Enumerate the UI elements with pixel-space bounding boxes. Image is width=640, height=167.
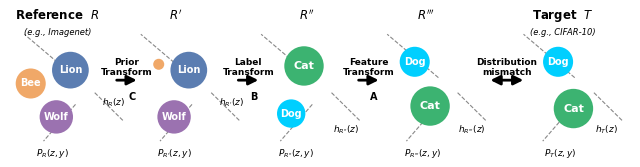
Ellipse shape — [40, 100, 73, 134]
Text: $P_{R}(z, y)$: $P_{R}(z, y)$ — [36, 147, 69, 160]
Text: $h_{R'}(z)$: $h_{R'}(z)$ — [219, 97, 244, 109]
Text: mismatch: mismatch — [482, 68, 532, 77]
Text: $R'$: $R'$ — [170, 8, 182, 23]
Text: Feature: Feature — [349, 58, 388, 67]
Text: Prior: Prior — [115, 58, 139, 67]
Text: $h_{T}(z)$: $h_{T}(z)$ — [595, 123, 618, 136]
Ellipse shape — [16, 68, 45, 99]
Text: Lion: Lion — [59, 65, 82, 75]
Text: $P_{T}(z, y)$: $P_{T}(z, y)$ — [545, 147, 577, 160]
Text: C: C — [128, 92, 136, 102]
Ellipse shape — [157, 100, 191, 134]
Ellipse shape — [277, 99, 305, 128]
Text: Wolf: Wolf — [162, 112, 186, 122]
Text: Label: Label — [235, 58, 262, 67]
Text: Dog: Dog — [404, 57, 426, 67]
Text: $h_{R}(z)$: $h_{R}(z)$ — [102, 97, 125, 109]
Text: (e.g., Imagenet): (e.g., Imagenet) — [24, 28, 92, 37]
Text: B: B — [250, 92, 257, 102]
Text: $P_{R'''}(z, y)$: $P_{R'''}(z, y)$ — [404, 147, 441, 160]
Ellipse shape — [284, 46, 324, 86]
Text: Transform: Transform — [343, 68, 394, 77]
Text: Transform: Transform — [223, 68, 274, 77]
Text: Transform: Transform — [101, 68, 152, 77]
Ellipse shape — [410, 86, 450, 126]
Ellipse shape — [400, 47, 429, 77]
Ellipse shape — [52, 52, 89, 89]
Text: $h_{R'''}(z)$: $h_{R'''}(z)$ — [458, 123, 486, 136]
Text: (e.g., CIFAR-10): (e.g., CIFAR-10) — [531, 28, 596, 37]
Ellipse shape — [170, 52, 207, 89]
Text: Cat: Cat — [420, 101, 440, 111]
Text: Cat: Cat — [294, 61, 314, 71]
Text: Lion: Lion — [177, 65, 200, 75]
Text: Distribution: Distribution — [476, 58, 538, 67]
Text: Target  $T$: Target $T$ — [532, 8, 594, 24]
Text: Cat: Cat — [563, 104, 584, 114]
Ellipse shape — [543, 47, 573, 77]
Text: $P_{R''}(z, y)$: $P_{R''}(z, y)$ — [278, 147, 314, 160]
Text: A: A — [370, 92, 378, 102]
Text: Dog: Dog — [547, 57, 569, 67]
Text: $P_{R'}(z, y)$: $P_{R'}(z, y)$ — [157, 147, 191, 160]
Text: $h_{R''}(z)$: $h_{R''}(z)$ — [333, 123, 359, 136]
Ellipse shape — [554, 89, 593, 128]
Text: $R''$: $R''$ — [300, 8, 315, 23]
Text: $R'''$: $R'''$ — [417, 8, 435, 23]
Text: Wolf: Wolf — [44, 112, 68, 122]
Text: Bee: Bee — [20, 78, 41, 89]
Text: Dog: Dog — [280, 109, 302, 119]
Text: Reference  $R$: Reference $R$ — [15, 8, 100, 22]
Ellipse shape — [153, 59, 164, 70]
